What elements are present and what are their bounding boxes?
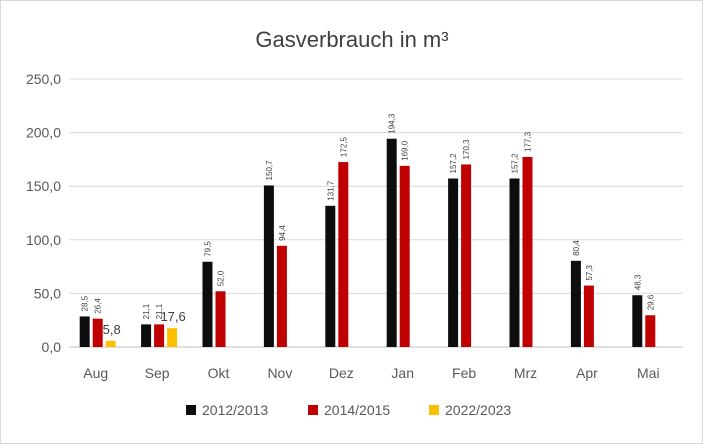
y-tick-label: 100,0: [26, 232, 61, 248]
data-label: 80,4: [572, 240, 581, 256]
data-label: 21,1: [155, 303, 164, 319]
y-tick-label: 50,0: [34, 285, 61, 301]
data-label: 157,2: [449, 153, 458, 174]
x-tick-label: Apr: [576, 365, 598, 381]
legend-swatch: [186, 405, 196, 415]
data-label: 79,5: [204, 241, 213, 257]
y-tick-label: 0,0: [42, 339, 62, 355]
data-label: 177,3: [524, 131, 533, 152]
bar-2014-2015-Nov: [276, 245, 287, 347]
bar-2014-2015-Dez: [338, 162, 349, 347]
y-axis: 0,0 50,0 100,0 150,0 200,0 250,0: [26, 71, 61, 355]
bar-2012-2013-Sep: [141, 324, 152, 347]
data-label: 5,8: [103, 322, 121, 337]
bar-2012-2013-Aug: [79, 316, 90, 347]
data-label: 94,4: [278, 225, 287, 241]
bar-2012-2013-Mrz: [509, 178, 520, 347]
x-tick-label: Mrz: [514, 365, 537, 381]
bar-2012-2013-Mai: [632, 295, 643, 347]
x-tick-label: Dez: [329, 365, 354, 381]
data-label: 169,0: [401, 140, 410, 161]
x-tick-label: Okt: [208, 365, 230, 381]
bars: [79, 138, 656, 347]
data-label: 57,3: [585, 264, 594, 280]
bar-2014-2015-Sep: [154, 324, 165, 347]
legend-label: 2022/2023: [445, 402, 511, 418]
bar-2012-2013-Nov: [263, 185, 274, 347]
legend-label: 2014/2015: [324, 402, 390, 418]
y-tick-label: 200,0: [26, 125, 61, 141]
bar-2014-2015-Mrz: [522, 156, 533, 347]
data-labels: 28,5 26,45,821,1 21,117,679,552,0150,794,4…: [81, 113, 656, 337]
data-label: 28,5: [81, 295, 90, 311]
data-label: 172,5: [339, 137, 348, 158]
legend-swatch: [308, 405, 318, 415]
x-tick-label: Sep: [145, 365, 170, 381]
bar-2022-2023-Sep: [167, 328, 178, 347]
data-label: 17,6: [160, 309, 185, 324]
bar-2012-2013-Feb: [448, 178, 459, 347]
data-label: 194,3: [388, 113, 397, 134]
data-label: 48,3: [633, 274, 642, 290]
bar-2012-2013-Jan: [386, 138, 397, 347]
bar-2014-2015-Aug: [92, 318, 103, 347]
bar-2014-2015-Okt: [215, 291, 226, 347]
x-tick-label: Aug: [83, 365, 108, 381]
y-tick-label: 150,0: [26, 178, 61, 194]
data-label: 150,7: [265, 160, 274, 181]
bar-2014-2015-Mai: [645, 315, 656, 347]
bar-2022-2023-Aug: [105, 340, 116, 347]
y-tick-label: 250,0: [26, 71, 61, 87]
x-tick-label: Mai: [637, 365, 660, 381]
legend: 2012/2013 2014/2015 2022/2023: [186, 402, 511, 418]
chart-title: Gasverbrauch in m³: [255, 27, 448, 52]
bar-2012-2013-Okt: [202, 261, 213, 347]
data-label: 52,0: [217, 270, 226, 286]
bar-2012-2013-Apr: [570, 260, 581, 347]
x-axis: Aug Sep Okt Nov Dez Jan Feb Mrz Apr Mai: [83, 365, 659, 381]
data-label: 157,2: [511, 153, 520, 174]
bar-2012-2013-Dez: [325, 205, 336, 347]
data-label: 170,3: [462, 139, 471, 160]
x-tick-label: Nov: [267, 365, 292, 381]
legend-swatch: [429, 405, 439, 415]
x-tick-label: Feb: [452, 365, 476, 381]
data-label: 29,6: [646, 294, 655, 310]
data-label: 131,7: [326, 180, 335, 201]
x-tick-label: Jan: [391, 365, 414, 381]
bar-2014-2015-Feb: [461, 164, 472, 347]
data-label: 26,4: [94, 298, 103, 314]
legend-label: 2012/2013: [202, 402, 268, 418]
bar-2014-2015-Jan: [399, 165, 410, 347]
bar-2014-2015-Apr: [583, 285, 594, 347]
data-label: 21,1: [142, 303, 151, 319]
